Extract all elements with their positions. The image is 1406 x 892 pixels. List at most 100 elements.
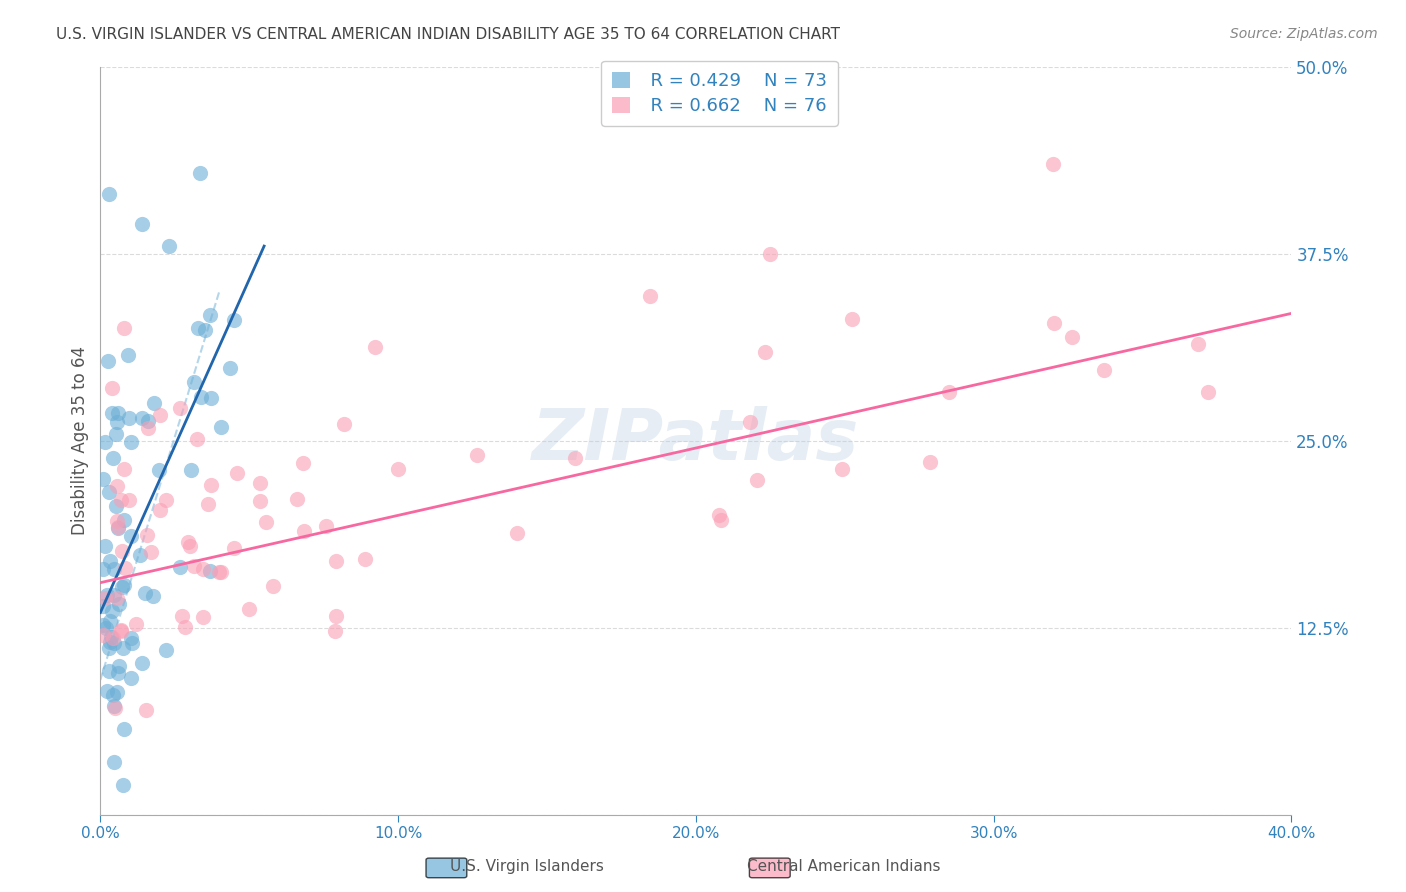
Point: [142, 396, 165, 410]
Point: [387, 462, 409, 476]
Point: [200, 391, 222, 405]
Point: [125, 617, 148, 632]
Point: [170, 608, 193, 623]
Point: [107, 520, 129, 534]
Point: [112, 722, 135, 736]
Point: [111, 544, 134, 558]
Point: [129, 548, 152, 562]
Point: [740, 415, 762, 429]
Point: [225, 466, 247, 480]
Point: [333, 417, 356, 431]
Point: [112, 462, 135, 476]
Point: [91, 617, 114, 632]
Point: [91, 628, 114, 642]
Point: [315, 519, 337, 533]
Point: [1187, 336, 1209, 351]
Point: [112, 578, 135, 592]
Point: [208, 566, 231, 580]
Point: [131, 410, 153, 425]
Text: Central American Indians: Central American Indians: [747, 859, 941, 874]
Legend:   R = 0.429    N = 73,   R = 0.662    N = 76: R = 0.429 N = 73, R = 0.662 N = 76: [602, 61, 838, 126]
Point: [105, 415, 128, 429]
Point: [285, 491, 308, 506]
Point: [254, 515, 277, 529]
Point: [104, 701, 127, 715]
Point: [325, 609, 347, 624]
Point: [564, 450, 586, 465]
Point: [209, 420, 232, 434]
Point: [920, 455, 942, 469]
Point: [107, 521, 129, 535]
Point: [111, 580, 134, 594]
Point: [103, 636, 125, 650]
Text: U.S. VIRGIN ISLANDER VS CENTRAL AMERICAN INDIAN DISABILITY AGE 35 TO 64 CORRELAT: U.S. VIRGIN ISLANDER VS CENTRAL AMERICAN…: [56, 27, 841, 42]
Point: [467, 448, 489, 462]
Point: [101, 381, 124, 395]
Point: [96, 588, 118, 602]
Point: [105, 685, 128, 699]
Point: [107, 406, 129, 420]
Point: [105, 514, 128, 528]
Point: [118, 411, 141, 425]
Point: [112, 321, 135, 335]
Point: [506, 526, 529, 541]
Point: [1062, 330, 1084, 344]
Point: [193, 610, 215, 624]
Point: [1043, 317, 1066, 331]
Point: [103, 631, 125, 645]
Point: [104, 499, 127, 513]
Point: [640, 289, 662, 303]
Point: [155, 492, 177, 507]
Point: [754, 345, 776, 359]
Point: [1042, 157, 1064, 171]
Point: [219, 361, 242, 376]
Text: U.S. Virgin Islanders: U.S. Virgin Islanders: [450, 859, 605, 874]
Point: [1092, 363, 1115, 377]
Point: [120, 632, 142, 646]
Point: [98, 634, 121, 648]
Point: [105, 591, 128, 606]
Point: [148, 463, 170, 477]
Point: [117, 348, 139, 362]
Point: [135, 703, 157, 717]
Point: [107, 666, 129, 681]
Point: [831, 462, 853, 476]
Point: [111, 778, 134, 792]
Point: [197, 497, 219, 511]
Point: [105, 478, 128, 492]
Point: [108, 659, 131, 673]
Point: [183, 375, 205, 389]
Point: [169, 401, 191, 416]
Point: [323, 624, 346, 639]
Point: [262, 579, 284, 593]
Point: [149, 503, 172, 517]
Point: [249, 476, 271, 491]
Point: [112, 513, 135, 527]
Point: [157, 239, 180, 253]
Point: [94, 540, 117, 554]
Point: [209, 565, 232, 579]
Text: Source: ZipAtlas.com: Source: ZipAtlas.com: [1230, 27, 1378, 41]
Point: [249, 494, 271, 508]
Point: [105, 426, 128, 441]
Point: [142, 589, 165, 603]
Point: [103, 699, 125, 714]
Point: [103, 588, 125, 602]
Point: [101, 688, 124, 702]
Point: [292, 456, 315, 470]
Point: [183, 559, 205, 574]
Point: [200, 478, 222, 492]
Point: [1197, 385, 1219, 400]
Point: [101, 604, 124, 618]
Point: [180, 463, 202, 477]
Point: [841, 312, 863, 326]
Point: [198, 565, 221, 579]
Point: [759, 246, 782, 260]
Point: [187, 321, 209, 335]
Point: [100, 630, 122, 644]
Point: [131, 217, 153, 231]
Point: [177, 535, 200, 549]
Point: [98, 186, 121, 201]
Point: [98, 641, 121, 656]
Point: [96, 621, 118, 635]
